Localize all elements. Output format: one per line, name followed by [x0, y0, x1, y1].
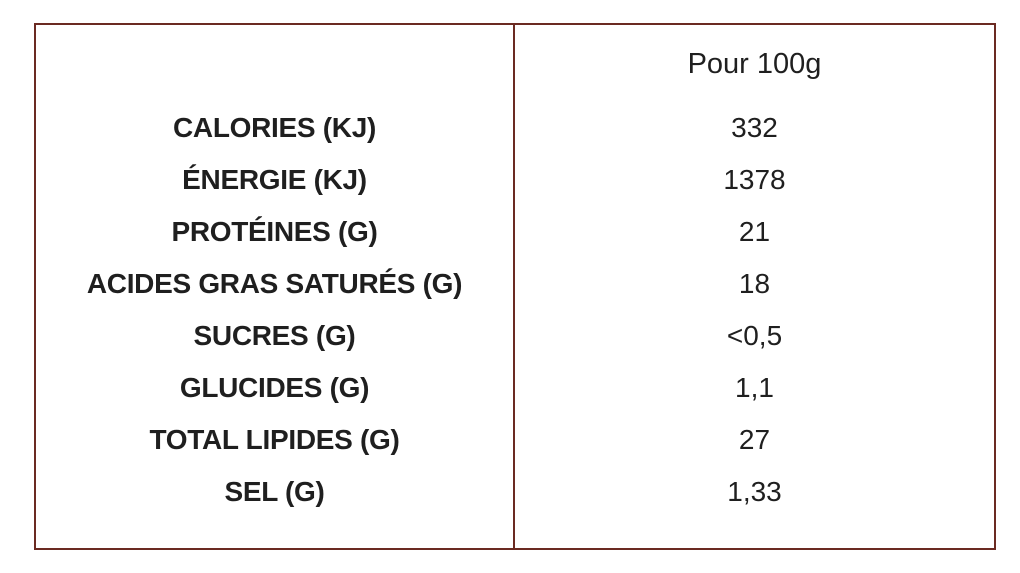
column-header-per-100g: Pour 100g [687, 48, 822, 80]
row-value-glucides: 1,1 [735, 372, 774, 403]
row-value-acides-gras-satures: 18 [738, 268, 771, 299]
row-label-acides-gras-satures: ACIDES GRAS SATURÉS (G) [86, 268, 463, 299]
nutrient-label-column: CALORIES (KJ) ÉNERGIE (KJ) PROTÉINES (G)… [36, 25, 515, 548]
row-label-sel: SEL (G) [224, 476, 325, 507]
row-value-energie: 1378 [723, 164, 786, 195]
row-value-sucres: <0,5 [726, 320, 783, 351]
row-value-proteines: 21 [738, 216, 771, 247]
row-value-total-lipides: 27 [738, 424, 771, 455]
row-value-sel: 1,33 [727, 476, 782, 507]
row-label-total-lipides: TOTAL LIPIDES (G) [149, 424, 400, 455]
row-label-calories: CALORIES (KJ) [173, 112, 376, 143]
row-label-glucides: GLUCIDES (G) [179, 372, 370, 403]
row-label-sucres: SUCRES (G) [193, 320, 356, 351]
nutrition-table: CALORIES (KJ) ÉNERGIE (KJ) PROTÉINES (G)… [34, 23, 996, 550]
row-label-proteines: PROTÉINES (G) [171, 216, 378, 247]
nutrient-value-column: Pour 100g 332 1378 21 18 <0,5 1,1 27 1,3… [515, 25, 994, 548]
row-label-energie: ÉNERGIE (KJ) [182, 164, 367, 195]
row-value-calories: 332 [731, 112, 778, 143]
